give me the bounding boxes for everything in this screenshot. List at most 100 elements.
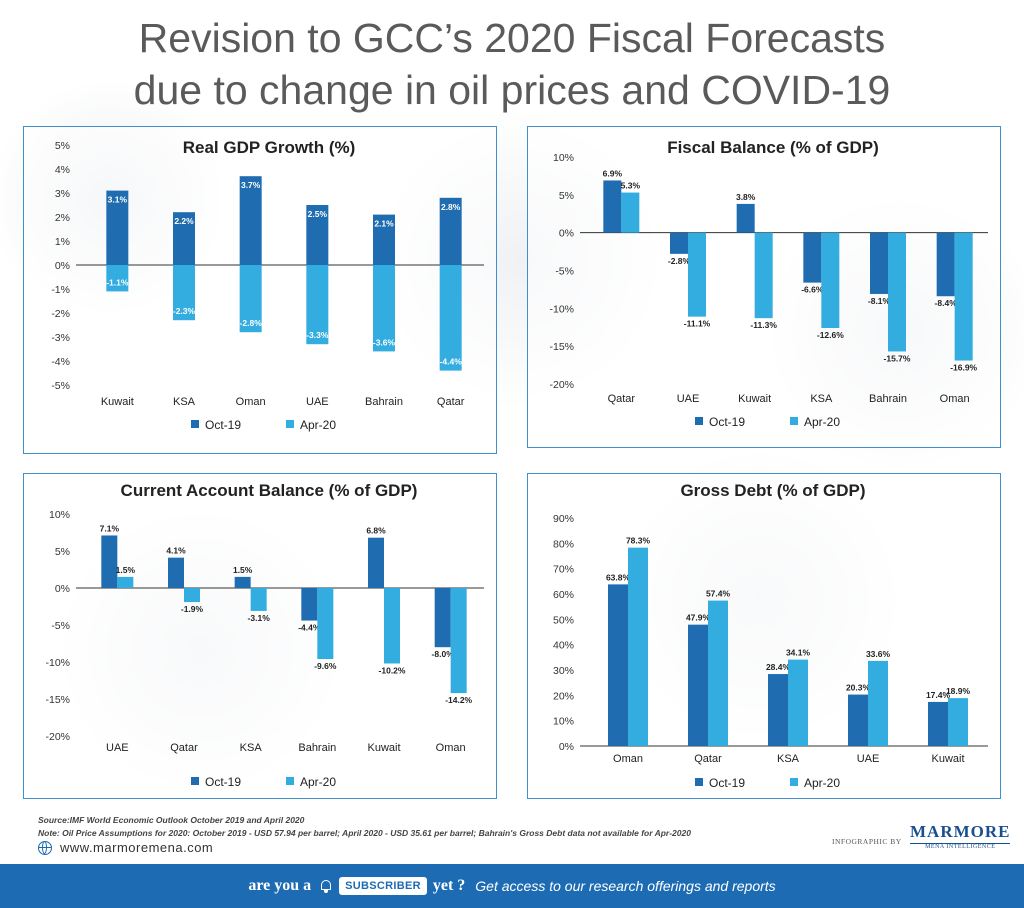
y-tick-label: 5%	[559, 190, 574, 202]
y-tick-label: -15%	[45, 694, 70, 706]
data-label: 34.1%	[786, 648, 811, 658]
data-label: -2.8%	[668, 256, 691, 266]
bar-apr-20	[888, 232, 906, 352]
data-label: 2.1%	[374, 219, 394, 229]
data-label: -1.9%	[181, 604, 204, 614]
legend-swatch	[286, 420, 294, 428]
bar-oct-19	[603, 180, 622, 233]
bar-oct-19	[168, 557, 184, 588]
chart-title: Gross Debt (% of GDP)	[680, 481, 865, 500]
category-label: Kuwait	[101, 396, 134, 408]
bar-apr-20	[788, 659, 808, 746]
source-note: Source:IMF World Economic Outlook Octobe…	[38, 815, 305, 825]
data-label: 1.5%	[116, 565, 136, 575]
y-tick-label: 0%	[55, 583, 70, 595]
data-label: 28.4%	[766, 662, 791, 672]
bar-oct-19	[768, 674, 788, 746]
bar-oct-19	[670, 232, 688, 254]
subscriber-badge[interactable]: SUBSCRIBER	[339, 877, 427, 895]
y-tick-label: -15%	[549, 341, 574, 353]
bar-oct-19	[936, 232, 955, 297]
y-tick-label: -4%	[51, 356, 70, 368]
y-tick-label: 1%	[55, 236, 70, 248]
y-tick-label: 80%	[553, 538, 574, 550]
chart-title: Fiscal Balance (% of GDP)	[667, 138, 879, 157]
bar-apr-20	[106, 265, 129, 292]
y-tick-label: 0%	[55, 260, 70, 272]
data-label: -8.0%	[432, 649, 455, 659]
data-label: 18.9%	[946, 686, 971, 696]
y-tick-label: -2%	[51, 308, 70, 320]
bar-apr-20	[239, 265, 262, 333]
category-label: Oman	[236, 396, 266, 408]
bar-oct-19	[803, 232, 822, 283]
legend-swatch	[286, 777, 294, 785]
chart-gross-debt: Gross Debt (% of GDP) 0% 10% 20% 30% 40% 50% 60…	[553, 481, 988, 790]
data-label: -16.9%	[950, 363, 977, 373]
y-tick-label: -5%	[555, 266, 574, 278]
data-label: -9.6%	[314, 661, 337, 671]
y-tick-label: 2%	[55, 212, 70, 224]
y-tick-label: 50%	[553, 614, 574, 626]
legend-swatch	[790, 417, 798, 425]
data-label: -1.1%	[106, 277, 129, 287]
bar-apr-20	[688, 232, 706, 317]
bar-oct-19	[239, 176, 262, 265]
category-label: Kuwait	[738, 393, 771, 405]
category-label: UAE	[677, 393, 700, 405]
subscribe-banner[interactable]: are you a SUBSCRIBER yet ? Get access to…	[0, 864, 1024, 908]
bell-icon	[319, 879, 333, 893]
bar-oct-19	[106, 190, 129, 265]
category-label: Bahrain	[365, 396, 403, 408]
data-label: -8.4%	[935, 298, 958, 308]
data-label: 3.1%	[108, 195, 128, 205]
data-label: 33.6%	[866, 649, 891, 659]
category-label: Qatar	[694, 753, 722, 765]
category-label: Oman	[613, 753, 643, 765]
category-label: Bahrain	[869, 393, 907, 405]
legend-label: Oct-19	[205, 418, 241, 432]
chart-title: Current Account Balance (% of GDP)	[121, 481, 418, 500]
banner-prefix: are you a	[248, 877, 312, 894]
data-label: -4.4%	[298, 623, 321, 633]
bar-oct-19	[688, 624, 708, 746]
website-link[interactable]: www.marmoremena.com	[38, 840, 213, 855]
data-label: -10.2%	[379, 665, 406, 675]
legend-swatch	[191, 420, 199, 428]
legend-swatch	[695, 417, 703, 425]
y-tick-label: 5%	[55, 546, 70, 558]
data-label: 3.8%	[736, 192, 756, 202]
data-label: 6.8%	[366, 526, 386, 536]
data-label: -14.2%	[445, 695, 472, 705]
legend-swatch	[695, 778, 703, 786]
bar-oct-19	[928, 701, 948, 746]
bar-apr-20	[628, 547, 648, 746]
category-label: Oman	[436, 742, 466, 754]
marmore-logo: MARMORE MENA INTELLIGENCE	[910, 822, 1011, 850]
data-label: -6.6%	[801, 285, 824, 295]
bar-apr-20	[317, 588, 334, 660]
banner-tagline: Get access to our research offerings and…	[475, 878, 776, 894]
data-label: -3.1%	[248, 613, 271, 623]
bar-apr-20	[306, 265, 329, 345]
data-label: 57.4%	[706, 589, 731, 599]
data-label: -2.8%	[240, 318, 263, 328]
panel-real-gdp: Real GDP Growth (%) -5% -4% -3% -2% -1% 0% 1% 2%…	[23, 126, 497, 454]
bar-oct-19	[434, 588, 451, 648]
bar-apr-20	[450, 588, 467, 694]
category-label: Kuwait	[931, 753, 964, 765]
infographic-by-label: INFOGRAPHIC BY	[832, 837, 902, 846]
y-tick-label: -1%	[51, 284, 70, 296]
y-tick-label: -20%	[45, 731, 70, 743]
data-label: 47.9%	[686, 613, 711, 623]
y-tick-label: 0%	[559, 741, 574, 753]
y-tick-label: 70%	[553, 564, 574, 576]
data-label: 3.7%	[241, 180, 261, 190]
bar-apr-20	[173, 265, 195, 321]
data-label: 2.5%	[308, 209, 328, 219]
y-tick-label: 0%	[559, 228, 574, 240]
y-tick-label: 10%	[553, 716, 574, 728]
bar-oct-19	[848, 694, 868, 746]
y-tick-label: 10%	[553, 152, 574, 164]
y-tick-label: 30%	[553, 665, 574, 677]
